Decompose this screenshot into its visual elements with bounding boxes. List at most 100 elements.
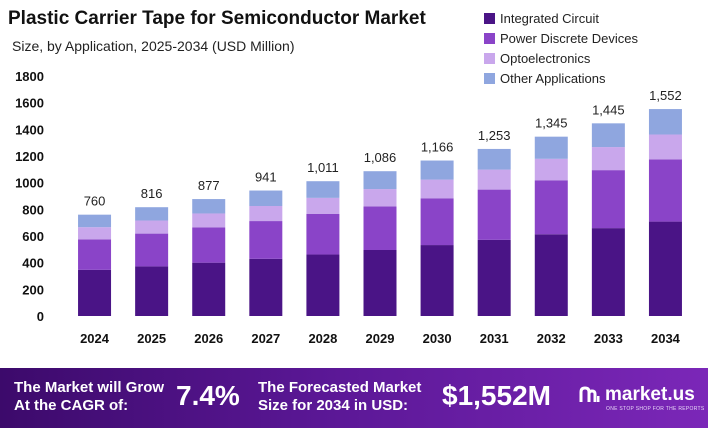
bar-segment [192, 227, 226, 263]
forecast-label: The Forecasted Market Size for 2034 in U… [258, 379, 421, 415]
x-tick-label: 2026 [194, 331, 223, 346]
cagr-label: The Market will Grow At the CAGR of: [14, 379, 164, 415]
bar-segment [477, 239, 511, 316]
forecast-value: $1,552M [442, 380, 551, 411]
bar-segment [249, 258, 283, 316]
bar-segment [591, 123, 625, 148]
x-tick-label: 2034 [651, 331, 681, 346]
data-label: 1,086 [364, 150, 397, 165]
bar-segment [477, 169, 511, 190]
x-tick-label: 2032 [537, 331, 566, 346]
legend-item-optoelectronics: Optoelectronics [484, 48, 638, 68]
data-label: 1,345 [535, 116, 568, 131]
x-tick-label: 2025 [137, 331, 166, 346]
y-tick-label: 0 [37, 309, 44, 324]
bar-segment [363, 206, 397, 250]
x-tick-label: 2028 [308, 331, 337, 346]
data-label: 877 [198, 178, 220, 193]
legend-label: Other Applications [500, 70, 606, 86]
data-label: 1,253 [478, 128, 511, 143]
bar-segment [192, 213, 226, 228]
market-us-logo-icon [579, 386, 600, 402]
bar-segment [249, 206, 283, 222]
bar-segment [78, 227, 112, 240]
forecast-label-line: Size for 2034 in USD: [258, 397, 409, 414]
bar-segment [420, 245, 454, 316]
bar-segment [192, 199, 226, 214]
bar-segment [249, 190, 283, 206]
cagr-value: 7.4% [176, 380, 240, 411]
y-tick-label: 1600 [15, 96, 44, 111]
bar-segment [420, 198, 454, 246]
y-tick-label: 1400 [15, 122, 44, 137]
chart-title: Plastic Carrier Tape for Semiconductor M… [8, 8, 426, 29]
legend-item-integrated-circuit: Integrated Circuit [484, 8, 638, 28]
y-tick-label: 1200 [15, 149, 44, 164]
bar-segment [477, 148, 511, 170]
bar-segment [306, 197, 340, 214]
bar-segment [306, 181, 340, 198]
data-label: 941 [255, 170, 277, 185]
bar-segment [363, 250, 397, 316]
bar-segment [534, 158, 568, 181]
legend-label: Integrated Circuit [500, 10, 599, 26]
chart-subtitle: Size, by Application, 2025-2034 (USD Mil… [12, 38, 295, 54]
bar-segment [135, 220, 169, 234]
bar-segment [249, 221, 283, 259]
bar-segment [363, 171, 397, 190]
bar-segment [591, 228, 625, 316]
bar-segment [306, 254, 340, 316]
legend-swatch [484, 72, 495, 84]
bar-segment [135, 207, 169, 221]
brand-tagline: ONE STOP SHOP FOR THE REPORTS [606, 406, 705, 412]
bar-segment [534, 180, 568, 235]
bar-segment [363, 189, 397, 207]
x-tick-label: 2029 [366, 331, 395, 346]
stacked-bar-chart: 0 200 400 600 800 1000 1200 1400 1600 1800 760 2024… [15, 69, 682, 346]
data-label: 1,552 [649, 88, 682, 103]
bar-segment [477, 189, 511, 240]
y-tick-label: 400 [22, 256, 44, 271]
bar-segment [534, 136, 568, 159]
legend-swatch [484, 32, 495, 44]
bar-segment [648, 159, 682, 222]
x-tick-label: 2030 [423, 331, 452, 346]
bar-segment [192, 262, 226, 316]
bar-segment [78, 239, 112, 270]
bar-segment [420, 160, 454, 180]
bar-segment [591, 170, 625, 229]
chart-legend: Integrated Circuit Power Discrete Device… [484, 8, 638, 88]
y-tick-label: 800 [22, 202, 44, 217]
legend-label: Power Discrete Devices [500, 30, 638, 46]
x-tick-label: 2031 [480, 331, 509, 346]
x-tick-label: 2024 [80, 331, 110, 346]
y-tick-label: 600 [22, 229, 44, 244]
bar-segment [420, 179, 454, 199]
bar-segment [306, 214, 340, 255]
bar-segment [78, 269, 112, 316]
legend-swatch [484, 12, 495, 24]
cagr-label-line: The Market will Grow [14, 379, 165, 396]
data-label: 760 [84, 194, 106, 209]
bar-segment [648, 109, 682, 135]
data-label: 1,166 [421, 140, 454, 155]
bar-segment [648, 221, 682, 316]
y-tick-label: 1000 [15, 176, 44, 191]
brand-logo: market.us [578, 384, 695, 406]
data-label: 1,445 [592, 102, 625, 117]
y-tick-label: 200 [22, 282, 44, 297]
bar-segment [78, 214, 112, 228]
bar-segment [591, 147, 625, 171]
y-tick-label: 1800 [15, 69, 44, 84]
data-label: 816 [141, 186, 163, 201]
forecast-label-line: The Forecasted Market [258, 379, 422, 396]
x-tick-label: 2033 [594, 331, 623, 346]
cagr-label-line: At the CAGR of: [14, 397, 129, 414]
bar-segment [534, 234, 568, 316]
data-label: 1,011 [307, 160, 339, 175]
legend-item-other-applications: Other Applications [484, 68, 638, 88]
bar-segment [648, 134, 682, 160]
legend-item-power-discrete-devices: Power Discrete Devices [484, 28, 638, 48]
x-tick-label: 2027 [251, 331, 280, 346]
legend-swatch [484, 52, 495, 64]
